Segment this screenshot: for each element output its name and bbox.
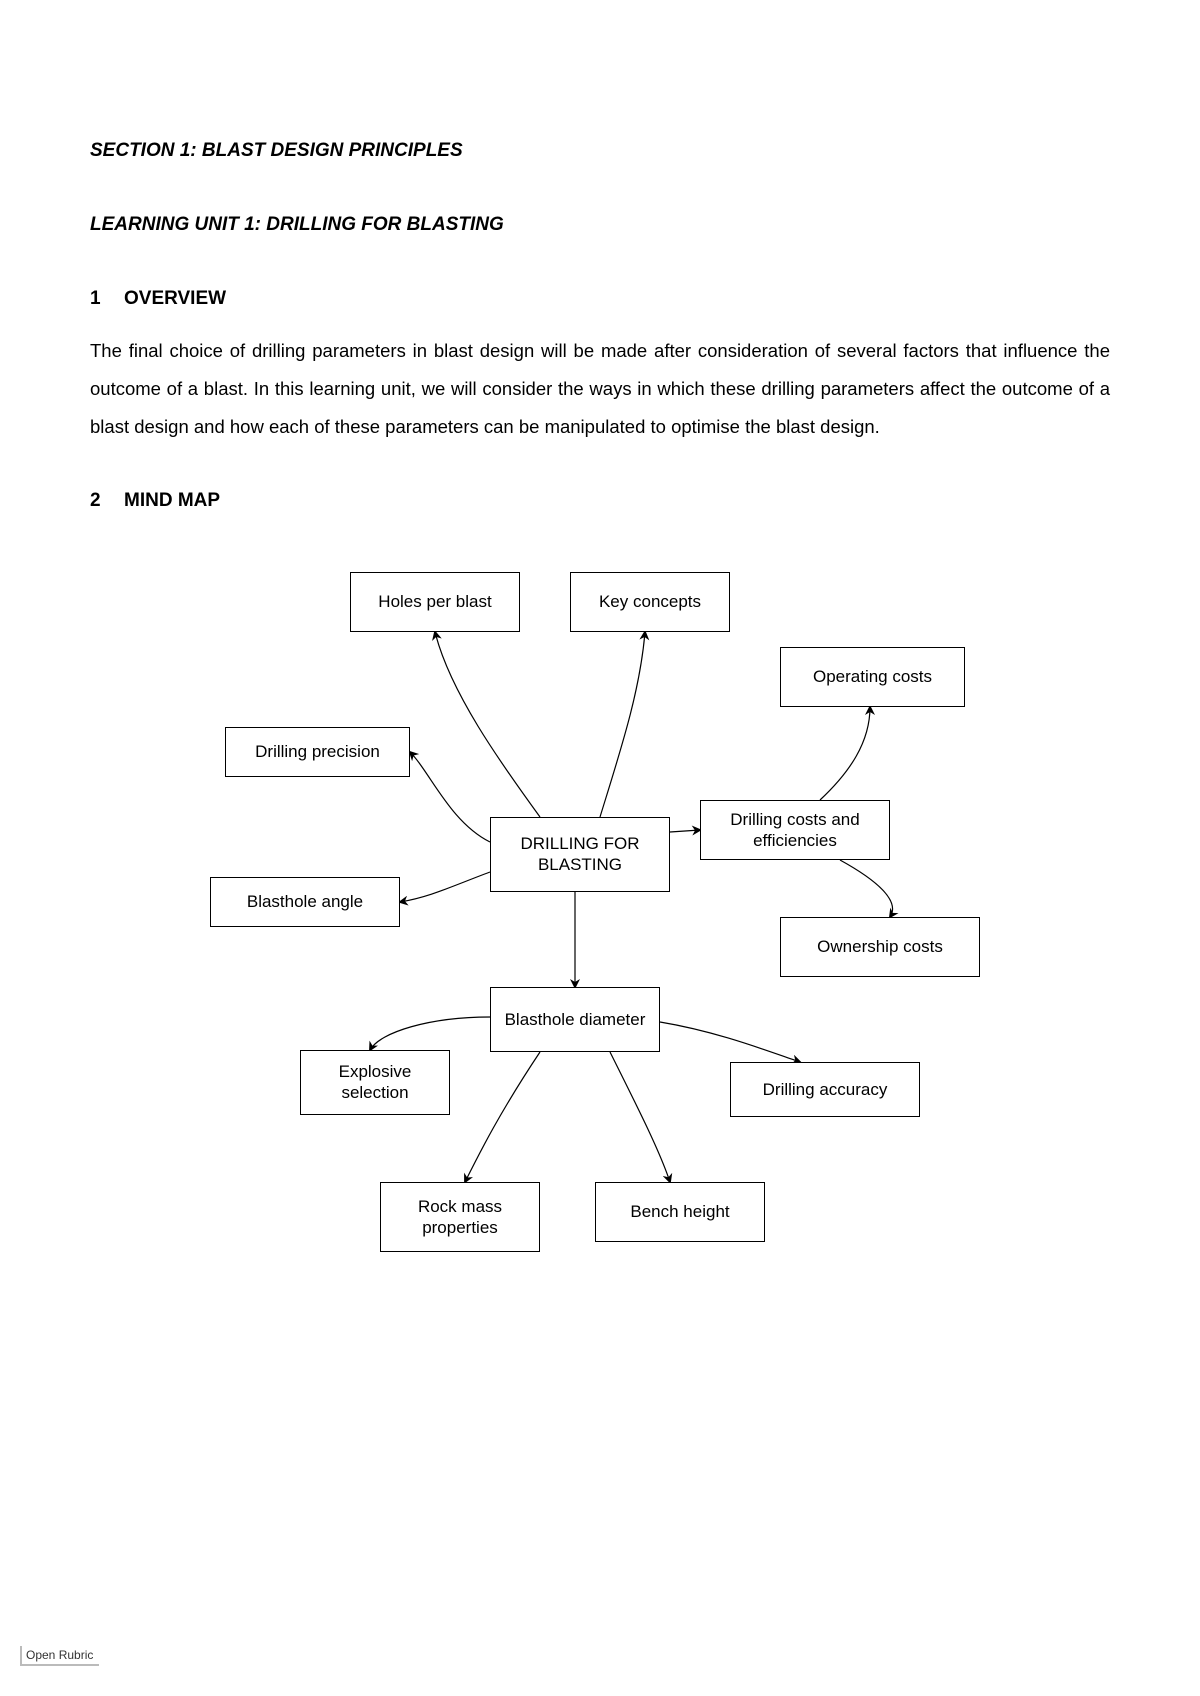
edge-center-precision: [410, 752, 490, 842]
node-precision: Drilling precision: [225, 727, 410, 777]
edge-diameter-accuracy: [660, 1022, 800, 1062]
node-center: DRILLING FOR BLASTING: [490, 817, 670, 892]
node-diameter: Blasthole diameter: [490, 987, 660, 1052]
edge-costs-opcosts: [820, 707, 870, 800]
section-title: SECTION 1: BLAST DESIGN PRINCIPLES: [90, 140, 1110, 162]
node-costs: Drilling costs and efficiencies: [700, 800, 890, 860]
heading-text-2: MIND MAP: [124, 490, 220, 511]
node-rockmass: Rock mass properties: [380, 1182, 540, 1252]
node-explosive: Explosive selection: [300, 1050, 450, 1115]
open-rubric-button[interactable]: Open Rubric: [20, 1646, 99, 1666]
overview-paragraph: The final choice of drilling parameters …: [90, 332, 1110, 446]
node-bench: Bench height: [595, 1182, 765, 1242]
heading-text-1: OVERVIEW: [124, 288, 226, 309]
node-accuracy: Drilling accuracy: [730, 1062, 920, 1117]
node-opcosts: Operating costs: [780, 647, 965, 707]
node-key: Key concepts: [570, 572, 730, 632]
node-holes: Holes per blast: [350, 572, 520, 632]
edge-diameter-explosive: [370, 1017, 490, 1050]
heading-mindmap: 2MIND MAP: [90, 490, 1110, 512]
heading-num-2: 2: [90, 490, 124, 512]
edge-diameter-rockmass: [465, 1052, 540, 1182]
edge-center-key: [600, 632, 645, 817]
edge-diameter-bench: [610, 1052, 670, 1182]
edge-center-costs: [670, 830, 700, 832]
edge-costs-owncosts: [840, 860, 893, 917]
heading-overview: 1OVERVIEW: [90, 288, 1110, 310]
heading-num-1: 1: [90, 288, 124, 310]
node-owncosts: Ownership costs: [780, 917, 980, 977]
edge-center-holes: [435, 632, 540, 817]
mindmap-container: DRILLING FOR BLASTING Holes per blast Key …: [200, 572, 1000, 1352]
node-angle: Blasthole angle: [210, 877, 400, 927]
learning-unit-title: LEARNING UNIT 1: DRILLING FOR BLASTING: [90, 214, 1110, 236]
edge-center-angle: [400, 872, 490, 902]
